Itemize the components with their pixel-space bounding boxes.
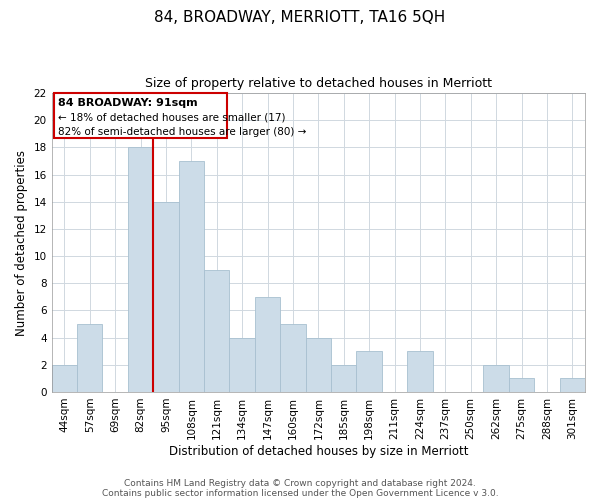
Bar — [560, 378, 585, 392]
Text: 84 BROADWAY: 91sqm: 84 BROADWAY: 91sqm — [58, 98, 197, 108]
Bar — [255, 297, 280, 392]
Bar — [305, 338, 331, 392]
Bar — [407, 351, 433, 392]
Bar — [204, 270, 229, 392]
Bar — [77, 324, 103, 392]
Bar — [179, 161, 204, 392]
Bar — [484, 365, 509, 392]
X-axis label: Distribution of detached houses by size in Merriott: Distribution of detached houses by size … — [169, 444, 468, 458]
Bar — [509, 378, 534, 392]
Y-axis label: Number of detached properties: Number of detached properties — [15, 150, 28, 336]
Text: ← 18% of detached houses are smaller (17): ← 18% of detached houses are smaller (17… — [58, 112, 286, 122]
Bar — [54, 93, 227, 138]
Bar — [331, 365, 356, 392]
Text: Contains public sector information licensed under the Open Government Licence v : Contains public sector information licen… — [101, 488, 499, 498]
Text: Contains HM Land Registry data © Crown copyright and database right 2024.: Contains HM Land Registry data © Crown c… — [124, 478, 476, 488]
Text: 84, BROADWAY, MERRIOTT, TA16 5QH: 84, BROADWAY, MERRIOTT, TA16 5QH — [154, 10, 446, 25]
Bar — [356, 351, 382, 392]
Title: Size of property relative to detached houses in Merriott: Size of property relative to detached ho… — [145, 78, 492, 90]
Text: 82% of semi-detached houses are larger (80) →: 82% of semi-detached houses are larger (… — [58, 127, 307, 137]
Bar — [280, 324, 305, 392]
Bar — [128, 148, 153, 392]
Bar — [153, 202, 179, 392]
Bar — [229, 338, 255, 392]
Bar — [52, 365, 77, 392]
